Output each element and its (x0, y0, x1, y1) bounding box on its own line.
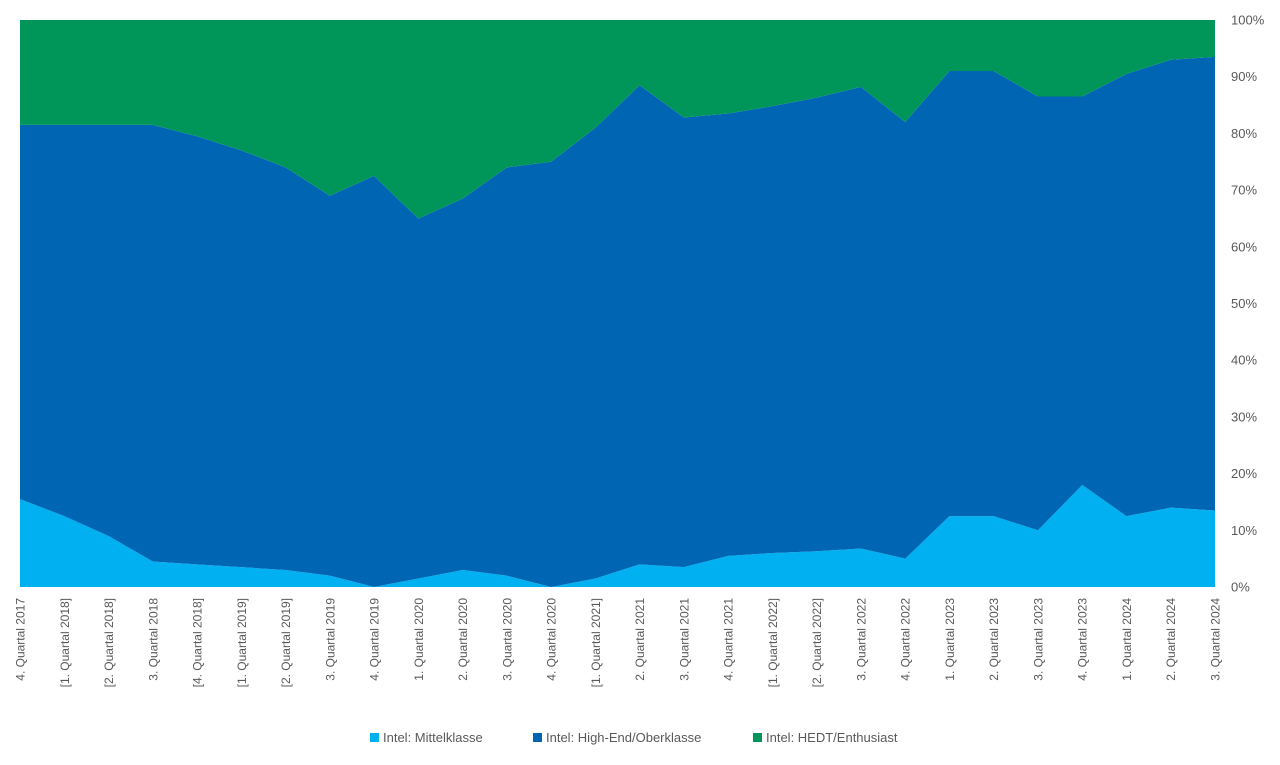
legend-label: Intel: Mittelklasse (383, 730, 483, 745)
legend-swatch (753, 733, 762, 742)
y-tick-label: 100% (1231, 13, 1265, 28)
legend-item: Intel: Mittelklasse (370, 730, 483, 745)
x-tick-label: 4. Quartal 2021 (722, 598, 736, 681)
x-tick-label: 2. Quartal 2024 (1164, 598, 1178, 681)
x-tick-label: 4. Quartal 2022 (899, 598, 913, 681)
y-tick-label: 80% (1231, 126, 1257, 141)
x-tick-label: [2. Quartal 2018] (102, 598, 116, 687)
legend-item: Intel: HEDT/Enthusiast (753, 730, 898, 745)
x-tick-label: 4. Quartal 2017 (14, 598, 28, 681)
y-tick-label: 10% (1231, 523, 1257, 538)
y-tick-label: 90% (1231, 69, 1257, 84)
x-tick-label: 1. Quartal 2024 (1120, 598, 1134, 681)
area-layers (20, 20, 1215, 588)
x-tick-label: [2. Quartal 2019] (279, 598, 293, 687)
x-tick-label: 1. Quartal 2023 (943, 598, 957, 681)
x-tick-label: [2. Quartal 2022] (810, 598, 824, 687)
y-tick-label: 0% (1231, 580, 1250, 595)
x-tick-label: 3. Quartal 2023 (1032, 598, 1046, 681)
area-series-2 (20, 56, 1215, 588)
x-tick-label: [1. Quartal 2022] (766, 598, 780, 687)
x-tick-label: [1. Quartal 2019] (235, 598, 249, 687)
x-tick-label: 4. Quartal 2023 (1076, 598, 1090, 681)
y-tick-label: 50% (1231, 296, 1257, 311)
x-tick-label: 2. Quartal 2023 (987, 598, 1001, 681)
x-tick-label: 3. Quartal 2020 (500, 598, 514, 681)
x-axis-ticks: 4. Quartal 2017 [1. Quartal 2018] [2. Quar… (14, 598, 1223, 688)
area-series-3 (20, 20, 1215, 219)
y-tick-label: 70% (1231, 183, 1257, 198)
y-tick-label: 60% (1231, 239, 1257, 254)
legend-label: Intel: HEDT/Enthusiast (766, 730, 898, 745)
x-tick-label: [4. Quartal 2018] (191, 598, 205, 687)
x-tick-label: [1. Quartal 2018] (58, 598, 72, 687)
y-axis-ticks: 0% 10% 20% 30% 40% 50% 60% 70% 80% 90% 100% (1231, 13, 1265, 595)
y-tick-label: 20% (1231, 466, 1257, 481)
area-series-1 (20, 484, 1215, 587)
x-tick-label: 3. Quartal 2019 (323, 598, 337, 681)
legend-swatch (533, 733, 542, 742)
legend-item: Intel: High-End/Oberklasse (533, 730, 701, 745)
y-tick-label: 30% (1231, 409, 1257, 424)
x-tick-label: 1. Quartal 2020 (412, 598, 426, 681)
legend-label: Intel: High-End/Oberklasse (546, 730, 701, 745)
legend: Intel: Mittelklasse Intel: High-End/Oberk… (370, 730, 898, 745)
x-tick-label: 3. Quartal 2022 (854, 598, 868, 681)
x-tick-label: 3. Quartal 2024 (1209, 598, 1223, 681)
x-tick-label: 2. Quartal 2020 (456, 598, 470, 681)
x-tick-label: 3. Quartal 2021 (677, 598, 691, 681)
x-tick-label: [1. Quartal 2021] (589, 598, 603, 687)
x-tick-label: 4. Quartal 2019 (368, 598, 382, 681)
x-tick-label: 4. Quartal 2020 (545, 598, 559, 681)
y-tick-label: 40% (1231, 353, 1257, 368)
x-tick-label: 3. Quartal 2018 (146, 598, 160, 681)
legend-swatch (370, 733, 379, 742)
x-tick-label: 2. Quartal 2021 (633, 598, 647, 681)
